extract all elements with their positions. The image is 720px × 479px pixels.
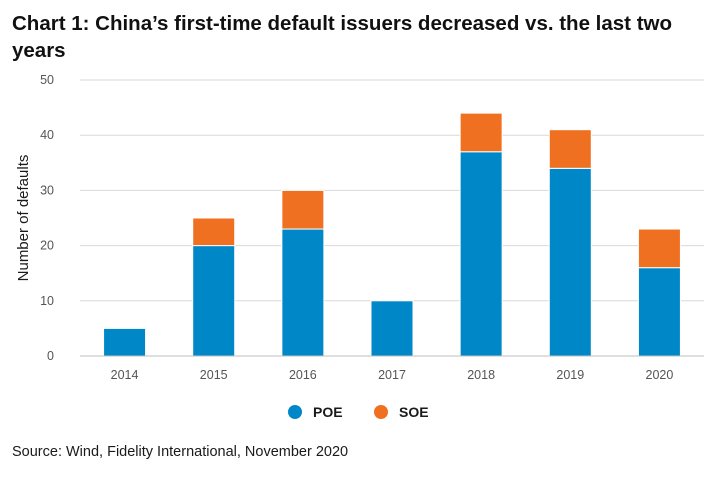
x-axis-ticks: 2014 2015 2016 2017 2018 2019 2020 xyxy=(111,368,674,382)
legend: POE SOE xyxy=(288,404,429,420)
x-tick-label: 2017 xyxy=(378,368,406,382)
bar-soe-2019 xyxy=(548,129,592,169)
bar-poe-2017 xyxy=(370,300,414,357)
bar-poe-2019 xyxy=(548,167,592,357)
x-tick-label: 2016 xyxy=(289,368,317,382)
x-tick-label: 2015 xyxy=(200,368,228,382)
chart-title: Chart 1: China’s first-time default issu… xyxy=(12,12,672,62)
legend-label-poe: POE xyxy=(313,404,343,420)
x-tick-label: 2019 xyxy=(556,368,584,382)
x-tick-label: 2014 xyxy=(111,368,139,382)
bar-soe-2015 xyxy=(192,217,236,247)
y-axis-ticks: 0 10 20 30 40 50 xyxy=(40,73,54,363)
y-tick-label: 30 xyxy=(40,183,54,197)
bar-soe-2020 xyxy=(637,228,681,269)
legend-label-soe: SOE xyxy=(399,404,429,420)
y-axis-label: Number of defaults xyxy=(15,155,32,282)
y-tick-label: 20 xyxy=(40,239,54,253)
bar-poe-2015 xyxy=(192,245,236,357)
bar-poe-2014 xyxy=(103,327,147,357)
x-tick-label: 2020 xyxy=(646,368,674,382)
x-tick-label: 2018 xyxy=(467,368,495,382)
legend-marker-poe xyxy=(288,405,302,419)
gridlines xyxy=(80,79,704,302)
bar-soe-2016 xyxy=(281,189,325,230)
source-note: Source: Wind, Fidelity International, No… xyxy=(12,444,349,460)
bar-poe-2016 xyxy=(281,228,325,357)
y-tick-label: 10 xyxy=(40,294,54,308)
bar-poe-2018 xyxy=(459,151,503,357)
bar-soe-2018 xyxy=(459,112,503,153)
y-tick-label: 0 xyxy=(47,349,54,363)
bar-poe-2020 xyxy=(637,267,681,357)
y-tick-label: 50 xyxy=(40,73,54,87)
legend-marker-soe xyxy=(374,405,388,419)
bars xyxy=(103,112,681,357)
y-tick-label: 40 xyxy=(40,128,54,142)
